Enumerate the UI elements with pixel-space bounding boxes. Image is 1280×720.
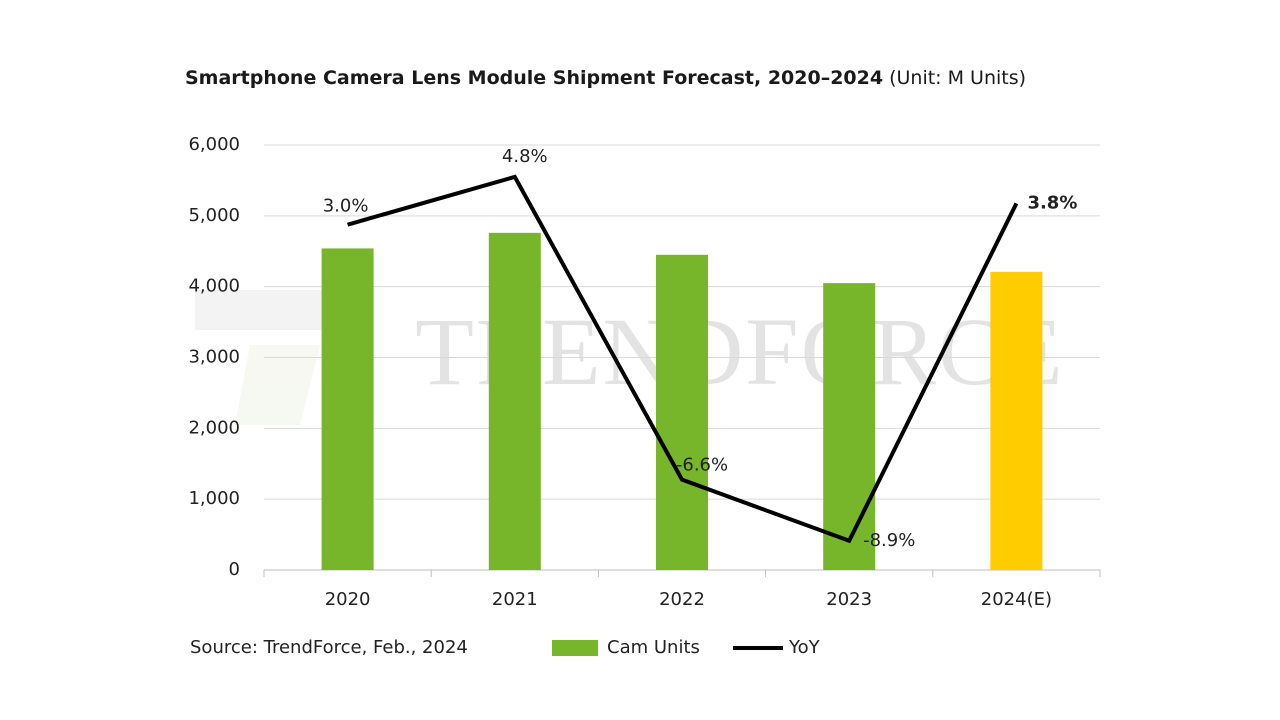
title: Smartphone Camera Lens Module Shipment F… [185,67,883,89]
y-tick-label: 2,000 [188,417,240,438]
data-label: -6.6% [676,455,728,476]
chart-title: Smartphone Camera Lens Module Shipment F… [185,67,1026,89]
line [347,174,1019,544]
legend-swatch [552,640,598,656]
bar [488,232,541,571]
x-tick-label: 2024(E) [981,589,1052,610]
y-tick-label: 6,000 [188,134,240,155]
data-label: -8.9% [863,530,915,551]
x-tick-label: 2022 [659,589,705,610]
y-tick-label: 4,000 [188,276,240,297]
y-tick-label: 1,000 [188,488,240,509]
y-tick-label: 5,000 [188,205,240,226]
bar [990,271,1043,570]
data-label: 3.8% [1027,192,1077,213]
unit: (Unit: M Units) [889,67,1026,89]
x-tick-label: 2020 [325,589,371,610]
x-tick-label: 2021 [492,589,538,610]
legend-label: Cam Units [607,637,700,658]
source: Source: TrendForce, Feb., 2024 [190,637,468,658]
y-tick-label: 3,000 [188,347,240,368]
watermark-logo [195,290,340,425]
bar [656,254,708,570]
bar [823,283,876,570]
legend-label: YoY [788,637,821,658]
bar [321,248,374,570]
data-label: 4.8% [502,146,548,167]
x-tick-label: 2023 [826,589,872,610]
y-tick-label: 0 [229,559,240,580]
data-label: 3.0% [323,196,369,217]
